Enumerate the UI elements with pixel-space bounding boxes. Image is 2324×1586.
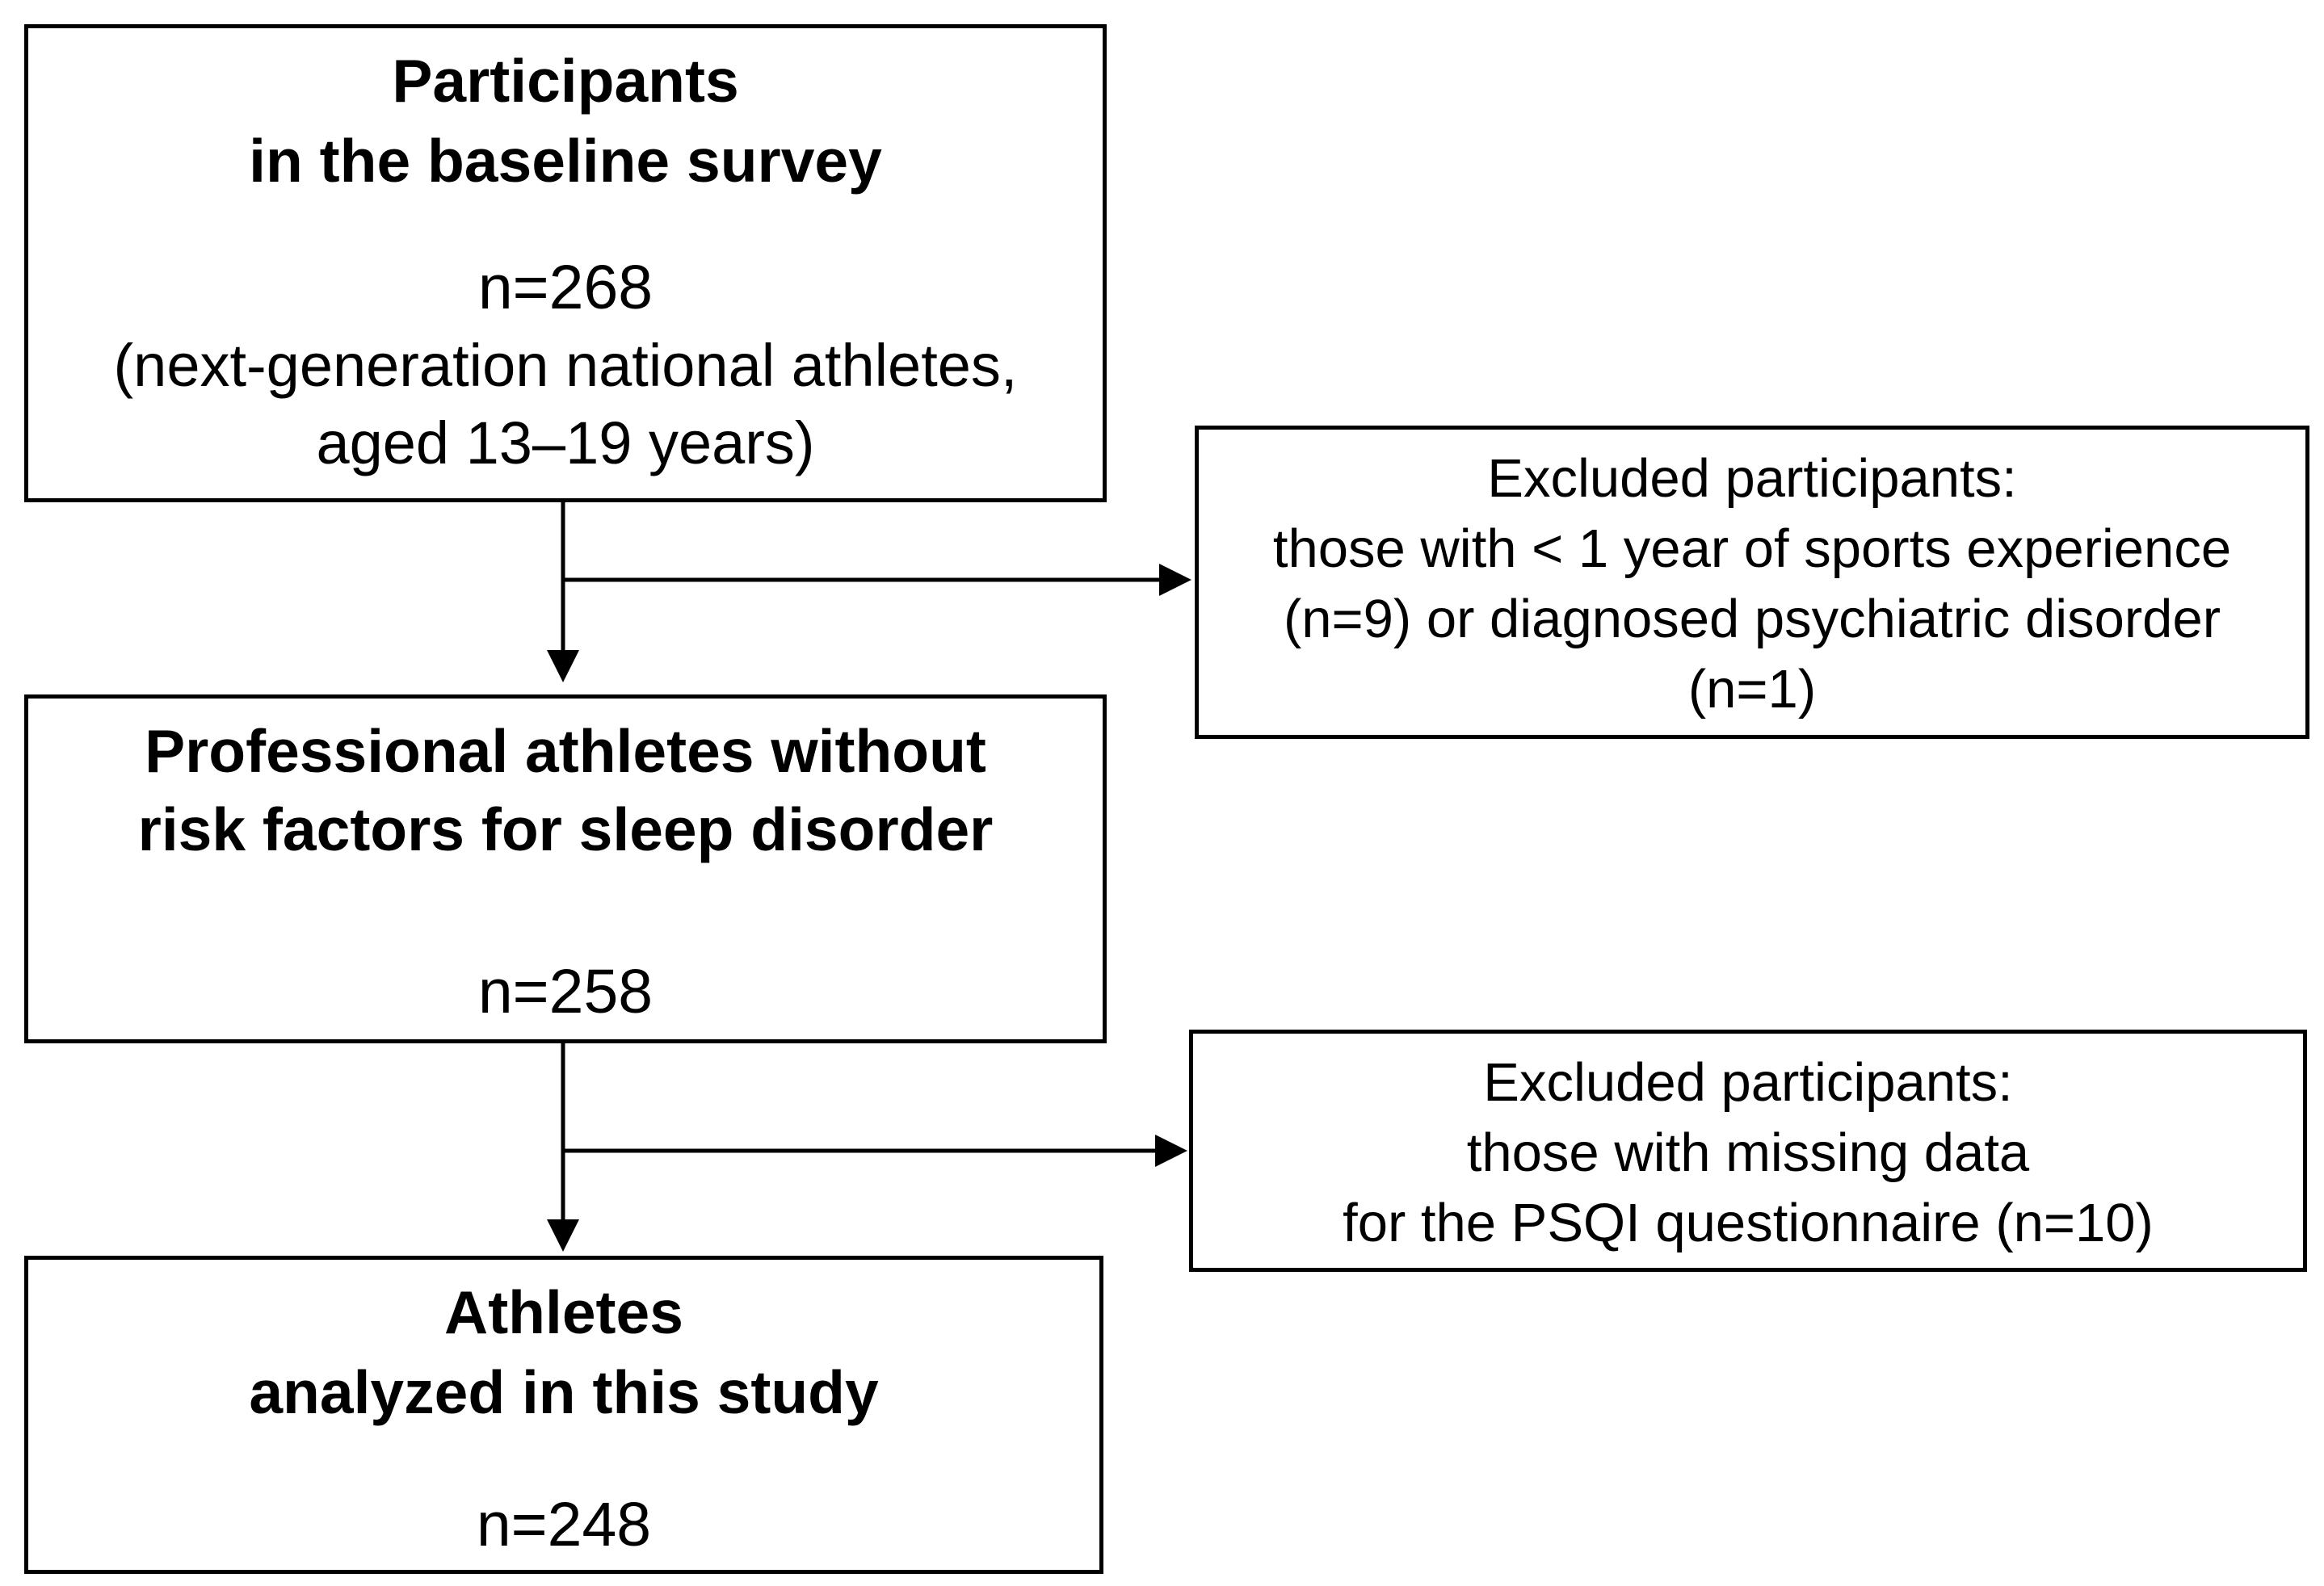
baseline-detail-line2: aged 13–19 years) xyxy=(316,409,815,476)
exclusion-2-line2: those with missing data xyxy=(1466,1122,2030,1183)
baseline-title-line1: Participants xyxy=(392,47,739,115)
professional-title-line2: risk factors for sleep disorder xyxy=(137,795,994,863)
baseline-title-line2: in the baseline survey xyxy=(249,127,882,195)
baseline-survey-box: Participants in the baseline survey n=26… xyxy=(24,24,1107,502)
exclusion-2-line1: Excluded participants: xyxy=(1483,1052,2013,1113)
professional-athletes-box: Professional athletes without risk facto… xyxy=(24,694,1107,1043)
professional-title-line1: Professional athletes without xyxy=(145,717,986,785)
exclusion-box-1: Excluded participants: those with < 1 ye… xyxy=(1195,426,2309,739)
exclusion-1-line4: (n=1) xyxy=(1687,659,1817,720)
exclusion-2-line3: for the PSQI questionnaire (n=10) xyxy=(1343,1193,2154,1253)
analyzed-title-line1: Athletes xyxy=(444,1278,683,1346)
exclusion-1-line1: Excluded participants: xyxy=(1487,448,2017,509)
analyzed-athletes-box: Athletes analyzed in this study n=248 xyxy=(24,1256,1103,1574)
professional-count: n=258 xyxy=(477,957,653,1026)
analyzed-count: n=248 xyxy=(476,1490,652,1559)
exclusion-1-line2: those with < 1 year of sports experience xyxy=(1272,518,2232,579)
baseline-count: n=268 xyxy=(477,253,653,322)
exclusion-box-2: Excluded participants: those with missin… xyxy=(1189,1030,2307,1272)
exclusion-1-line3: (n=9) or diagnosed psychiatric disorder xyxy=(1283,589,2221,649)
analyzed-title-line2: analyzed in this study xyxy=(249,1358,879,1426)
baseline-detail-line1: (next-generation national athletes, xyxy=(113,332,1018,399)
